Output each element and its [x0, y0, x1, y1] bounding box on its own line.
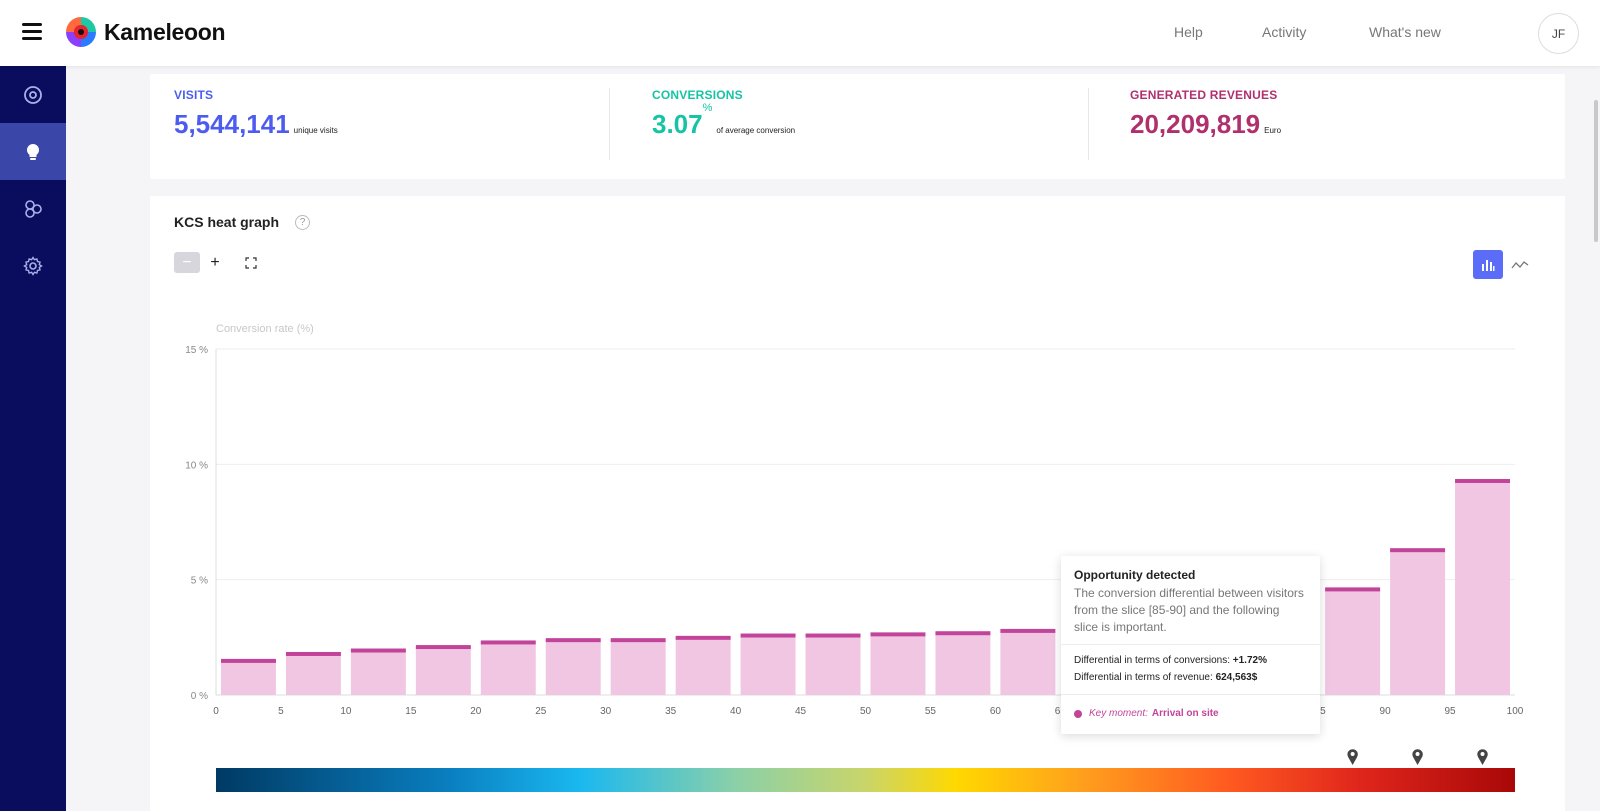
tooltip-description: The conversion differential between visi…: [1074, 586, 1304, 634]
tooltip-rev-value: 624,563$: [1215, 672, 1258, 683]
tooltip-rev-diff: Differential in terms of revenue: 624,56…: [1074, 672, 1257, 683]
tooltip-conv-diff: Differential in terms of conversions: +1…: [1074, 655, 1267, 666]
avatar[interactable]: JF: [1538, 13, 1579, 54]
segments-icon: [25, 199, 42, 218]
zoom-out-button[interactable]: −: [174, 252, 200, 273]
kameleoon-logo-icon: [66, 17, 96, 47]
key-moment-dot-icon: [1074, 709, 1082, 718]
stat-revenues-label: GENERATED REVENUES: [1130, 88, 1278, 102]
graph-card: KCS heat graph ? − +: [150, 196, 1565, 811]
bar-view-button[interactable]: [1473, 250, 1503, 279]
fullscreen-button[interactable]: [238, 252, 264, 273]
sidebar-item-segments[interactable]: [0, 180, 66, 237]
graph-title: KCS heat graph: [174, 214, 280, 230]
sidebar-item-dashboard[interactable]: [0, 66, 66, 123]
divider: [1061, 694, 1320, 695]
stat-revenues-unit: Euro: [1264, 126, 1282, 135]
menu-icon[interactable]: [22, 23, 42, 41]
stat-revenues: GENERATED REVENUES 20,209,819 Euro: [1130, 88, 1281, 140]
opportunity-tooltip: Opportunity detected The conversion diff…: [1061, 556, 1320, 734]
tooltip-rev-label: Differential in terms of revenue:: [1074, 672, 1213, 683]
sidebar-item-settings[interactable]: [0, 237, 66, 294]
stat-visits-unit: unique visits: [293, 126, 338, 135]
key-moment-label: Key moment:: [1089, 708, 1148, 719]
brand-name: Kameleoon: [104, 18, 226, 45]
stats-card: VISITS 5,544,141 unique visits CONVERSION…: [150, 74, 1565, 179]
tooltip-key-moment: Key moment: Arrival on site: [1074, 708, 1219, 719]
page-scrollbar[interactable]: [1594, 100, 1598, 242]
stat-visits: VISITS 5,544,141 unique visits: [174, 88, 338, 140]
help-icon[interactable]: ?: [295, 215, 310, 230]
stat-conversions: CONVERSIONS 3.07% of average conversion: [652, 88, 795, 140]
line-chart-icon: [1511, 260, 1529, 268]
stat-conversions-label: CONVERSIONS: [652, 88, 743, 102]
sidebar: [0, 66, 66, 811]
stat-conversions-unit: of average conversion: [716, 126, 796, 135]
nav-help[interactable]: Help: [1174, 24, 1203, 40]
gear-icon: [23, 255, 43, 276]
stat-visits-value: 5,544,141: [174, 109, 290, 139]
stat-conversions-sup: %: [702, 102, 713, 114]
divider: [1088, 88, 1089, 160]
logo[interactable]: Kameleoon: [66, 17, 226, 47]
heat-gradient-bar: [216, 768, 1515, 792]
divider: [609, 88, 610, 160]
stat-revenues-value: 20,209,819: [1130, 109, 1261, 139]
dashboard-icon: [24, 85, 42, 104]
top-bar: Kameleoon Help Activity What's new JF: [0, 0, 1600, 66]
divider: [1061, 644, 1320, 645]
tooltip-title: Opportunity detected: [1074, 568, 1196, 582]
line-view-button[interactable]: [1505, 250, 1535, 279]
tooltip-conv-label: Differential in terms of conversions:: [1074, 655, 1230, 666]
nav-activity[interactable]: Activity: [1262, 24, 1307, 40]
tooltip-conv-value: +1.72%: [1232, 655, 1267, 666]
stat-visits-label: VISITS: [174, 88, 214, 102]
stat-conversions-value: 3.07: [652, 109, 703, 139]
key-moment-value: Arrival on site: [1151, 708, 1219, 719]
sidebar-item-insights[interactable]: [0, 123, 66, 180]
zoom-in-button[interactable]: +: [202, 252, 228, 273]
nav-whats-new[interactable]: What's new: [1369, 24, 1441, 40]
lightbulb-icon: [26, 143, 40, 160]
bar-chart-icon: [1482, 259, 1495, 271]
fullscreen-icon: [245, 256, 257, 269]
